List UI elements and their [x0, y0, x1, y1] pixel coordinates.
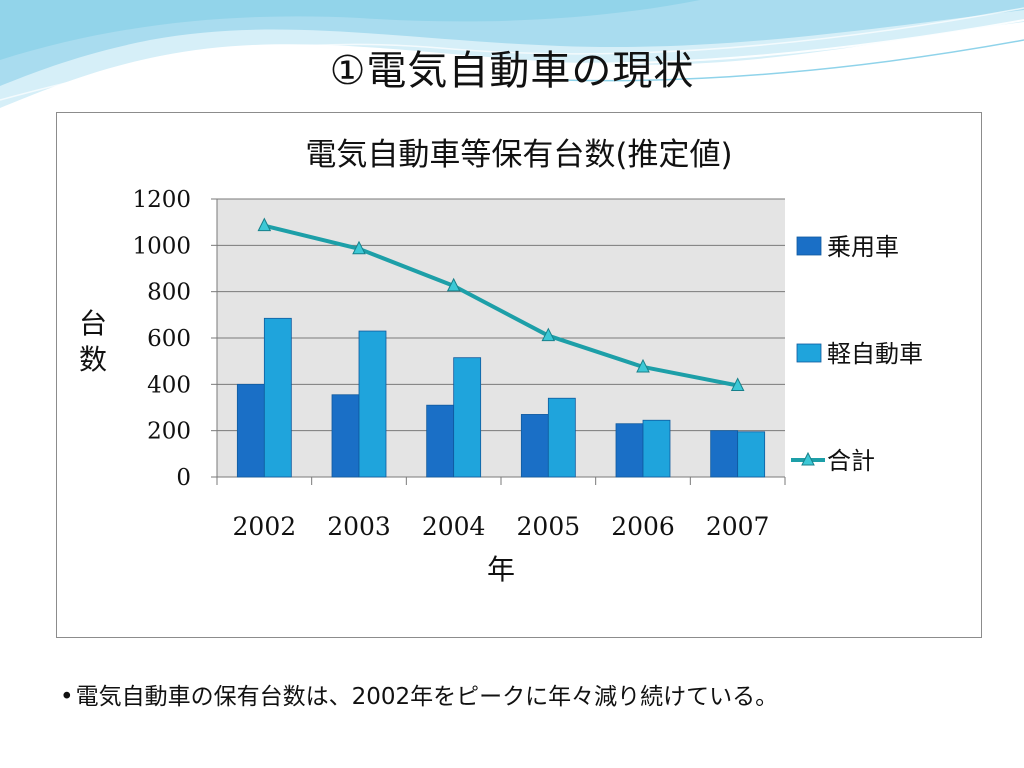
legend-label: 軽自動車 — [827, 340, 923, 368]
bar — [453, 357, 482, 478]
series-line — [263, 223, 739, 388]
line-point — [730, 377, 745, 391]
x-tick-label: 2003 — [327, 512, 391, 541]
x-tick-label: 2005 — [517, 512, 581, 541]
slide-title: ①電気自動車の現状 — [329, 48, 695, 94]
legend-marker — [801, 451, 815, 466]
y-tick-label: 800 — [147, 280, 191, 306]
chart-title: 電気自動車等保有台数(推定値) — [305, 137, 732, 173]
chart-frame: 0 200 400 600 800 1000 1200 2002 2003 2004 2005 200… — [56, 112, 982, 638]
line-point — [352, 240, 366, 255]
legend-swatch — [796, 343, 822, 363]
bar — [236, 383, 265, 478]
x-tick-label: 2007 — [706, 512, 770, 541]
legend-label: 合計 — [827, 447, 875, 475]
bar — [358, 330, 387, 478]
bar — [426, 404, 455, 478]
bar — [615, 423, 644, 478]
bar — [737, 431, 766, 478]
line-point — [446, 277, 461, 292]
header-wave-decoration — [0, 0, 1024, 113]
y-tick-label: 200 — [147, 419, 191, 445]
chart-svg: 0 200 400 600 800 1000 1200 2002 2003 2004 2005 200… — [79, 137, 923, 586]
footnote-bullet: • — [60, 684, 74, 710]
bar — [263, 317, 292, 478]
footnote: •電気自動車の保有台数は、2002年をピークに年々減り続けている。 — [60, 677, 1010, 711]
bar — [547, 397, 576, 478]
line-point — [541, 327, 556, 342]
y-tick-label: 0 — [176, 465, 191, 491]
bar — [642, 419, 671, 478]
x-tick-label: 2004 — [422, 512, 486, 541]
y-axis-label: 台 — [79, 307, 107, 340]
bar — [520, 414, 549, 478]
x-tick-label: 2002 — [233, 512, 297, 541]
x-axis-label: 年 — [487, 553, 515, 586]
line-point — [636, 358, 650, 373]
y-tick-label: 400 — [147, 372, 191, 398]
bar — [710, 430, 739, 478]
y-axis-label: 数 — [79, 343, 107, 376]
bar — [331, 394, 360, 478]
y-tick-label: 600 — [147, 326, 191, 352]
y-tick-label: 1200 — [132, 187, 191, 213]
line-point — [257, 217, 272, 232]
y-tick-label: 1000 — [132, 233, 191, 259]
legend-label: 乗用車 — [827, 233, 899, 261]
x-tick-label: 2006 — [611, 512, 675, 541]
footnote-text: 電気自動車の保有台数は、2002年をピークに年々減り続けている。 — [75, 684, 779, 710]
legend-swatch — [796, 236, 822, 256]
